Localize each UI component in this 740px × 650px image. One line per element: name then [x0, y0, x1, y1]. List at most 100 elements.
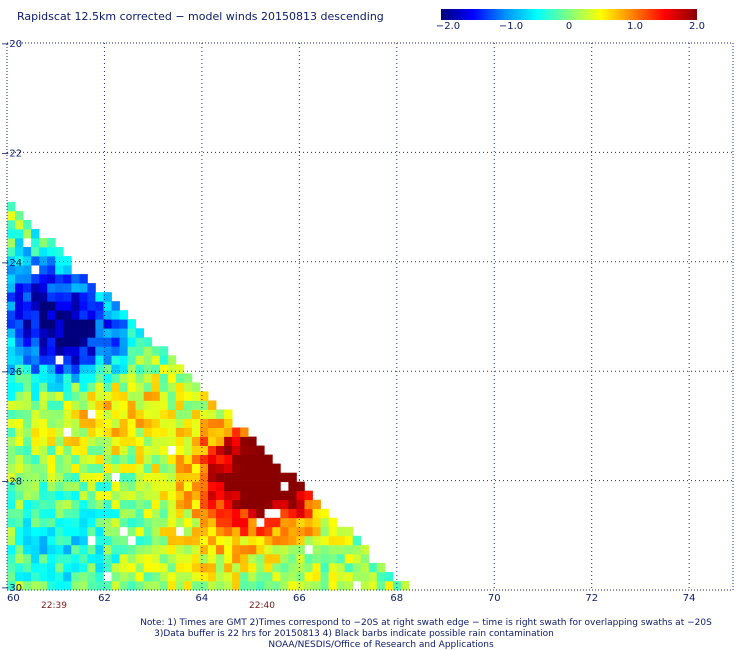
- heatmap-cell: [248, 481, 257, 492]
- heatmap-cell: [264, 463, 273, 473]
- heatmap-cell: [175, 463, 185, 473]
- heatmap-cell: [119, 454, 128, 464]
- heatmap-cell: [280, 490, 289, 501]
- heatmap-cell: [103, 526, 112, 537]
- heatmap-cell: [191, 454, 201, 464]
- gridlines: [7, 43, 733, 590]
- heatmap-cell: [167, 499, 177, 510]
- heatmap-cell: [264, 562, 273, 573]
- heatmap-cell: [384, 581, 394, 591]
- heatmap-cell: [103, 472, 112, 483]
- heatmap-cell: [304, 499, 313, 510]
- heatmap-cell: [304, 571, 313, 582]
- y-tick-label: −22: [1, 148, 22, 159]
- heatmap-cell: [183, 436, 193, 446]
- heatmap-cell: [296, 517, 305, 528]
- heatmap-cell: [384, 571, 394, 582]
- heatmap-cell: [248, 508, 257, 519]
- heatmap-cell: [151, 490, 161, 501]
- heatmap-cell: [175, 581, 185, 591]
- heatmap-cell: [200, 409, 209, 419]
- heatmap-cell: [224, 454, 233, 464]
- heatmap-cell: [15, 301, 24, 311]
- heatmap-cell: [183, 409, 193, 419]
- heatmap-cell: [7, 490, 16, 501]
- heatmap-cell: [256, 535, 265, 546]
- heatmap-cell: [23, 220, 32, 230]
- heatmap-cell: [127, 571, 136, 582]
- heatmap-cell: [39, 490, 48, 501]
- heatmap-cell: [23, 391, 32, 401]
- heatmap-cell: [135, 581, 144, 591]
- heatmap-cell: [200, 544, 209, 555]
- heatmap-cell: [7, 445, 16, 455]
- heatmap-cell: [63, 256, 72, 266]
- heatmap-cell: [200, 517, 209, 528]
- heatmap-cell: [159, 346, 169, 356]
- heatmap-cell: [336, 571, 345, 582]
- heatmap-cell: [63, 292, 72, 302]
- heatmap-cell: [320, 571, 329, 582]
- heatmap-cell: [31, 581, 40, 591]
- heatmap-cell: [191, 581, 201, 591]
- heatmap-cell: [167, 472, 177, 483]
- heatmap-cell: [232, 427, 241, 437]
- heatmap-cell: [119, 382, 128, 392]
- heatmap-cell: [23, 256, 32, 266]
- heatmap-cell: [143, 571, 153, 582]
- heatmap-cell: [119, 463, 128, 473]
- heatmap-cell: [200, 400, 209, 410]
- heatmap-cell: [320, 553, 329, 564]
- heatmap-cell: [103, 319, 112, 329]
- heatmap-cell: [127, 481, 136, 492]
- heatmap-cell: [167, 535, 177, 546]
- heatmap-cell: [31, 454, 40, 464]
- heatmap-cell: [23, 445, 32, 455]
- heatmap-cell: [47, 535, 56, 546]
- heatmap-cell: [63, 499, 72, 510]
- heatmap-cell: [167, 364, 177, 374]
- heatmap-cell: [95, 301, 104, 311]
- heatmap-cell: [7, 454, 16, 464]
- heatmap-cell: [264, 499, 273, 510]
- heatmap-cell: [79, 553, 88, 564]
- heatmap-cell: [119, 445, 128, 455]
- heatmap-cell: [23, 581, 32, 591]
- heatmap-cell: [7, 391, 16, 401]
- heatmap-cell: [191, 490, 201, 501]
- heatmap-cell: [87, 508, 96, 519]
- heatmap-cell: [7, 400, 16, 410]
- heatmap-cell: [216, 544, 225, 555]
- heatmap-cell: [119, 310, 128, 320]
- heatmap-cell: [31, 436, 40, 446]
- heatmap-cell: [159, 535, 169, 546]
- heatmap-cell: [151, 436, 161, 446]
- heatmap-cell: [71, 355, 80, 365]
- heatmap-cell: [103, 337, 112, 347]
- heatmap-cell: [55, 337, 64, 347]
- heatmap-cell: [175, 445, 185, 455]
- heatmap-cell: [39, 562, 48, 573]
- heatmap-cell: [15, 454, 24, 464]
- heatmap-cell: [39, 427, 48, 437]
- heatmap-cell: [63, 454, 72, 464]
- heatmap-cell: [216, 535, 225, 546]
- heatmap-cell: [15, 571, 24, 582]
- heatmap-cell: [103, 310, 112, 320]
- heatmap-cell: [159, 382, 169, 392]
- heatmap-cell: [344, 544, 354, 555]
- heatmap-cell: [224, 553, 233, 564]
- heatmap-cell: [39, 463, 48, 473]
- heatmap-cell: [167, 544, 177, 555]
- heatmap-cell: [224, 481, 233, 492]
- heatmap-cell: [87, 526, 96, 537]
- heatmap-cell: [7, 581, 16, 591]
- heatmap-cell: [39, 292, 48, 302]
- heatmap-cell: [127, 499, 136, 510]
- y-tick-label: −28: [1, 477, 22, 488]
- heatmap-cell: [328, 544, 337, 555]
- heatmap-cell: [95, 490, 104, 501]
- heatmap-cell: [71, 526, 80, 537]
- heatmap-cell: [7, 571, 16, 582]
- heatmap-cell: [232, 472, 241, 483]
